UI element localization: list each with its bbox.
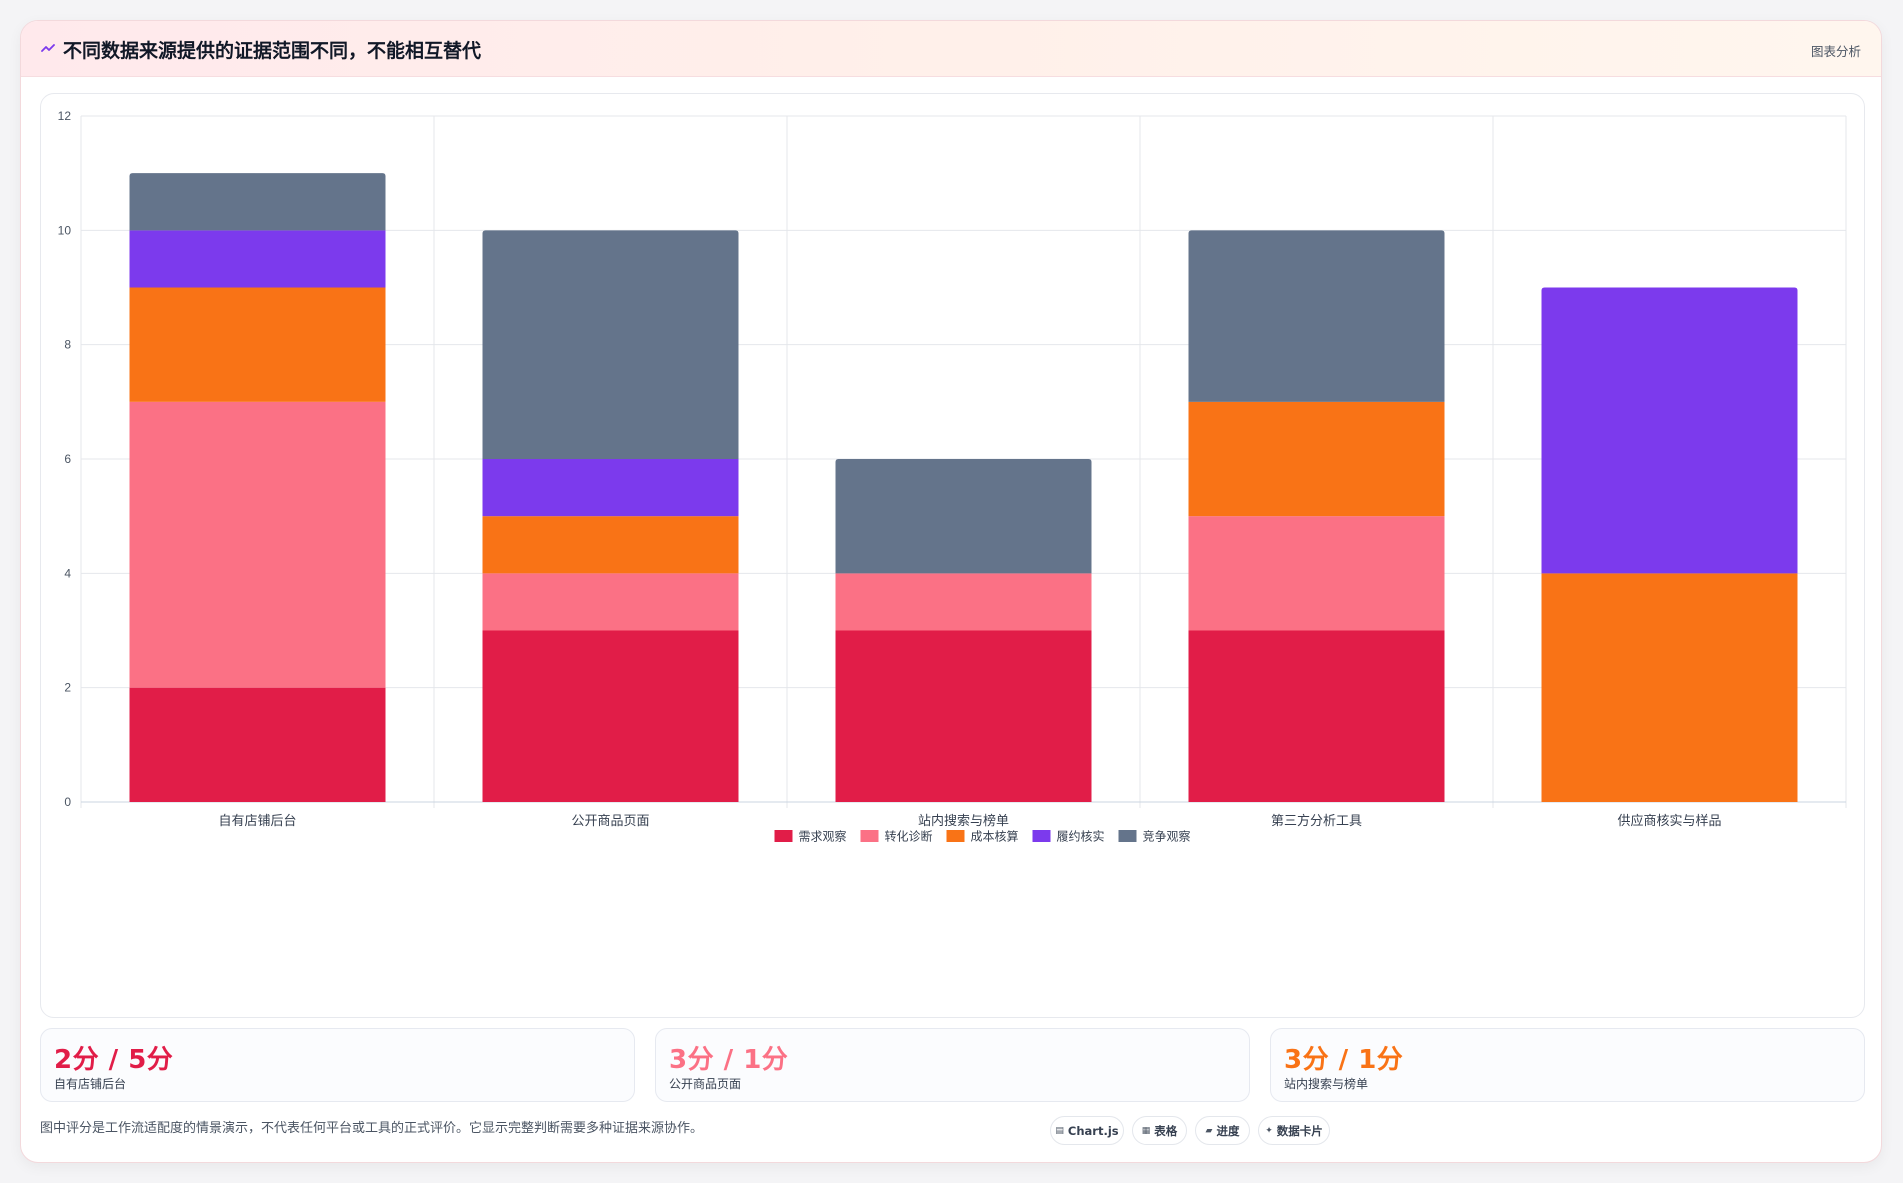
bar-segment bbox=[1188, 401, 1445, 517]
bar-segment bbox=[835, 573, 1092, 631]
legend-swatch bbox=[860, 830, 879, 842]
pill-label: 进度 bbox=[1216, 1123, 1240, 1138]
bar-segment bbox=[129, 173, 386, 231]
stat-value: 3分 / 1分 bbox=[1284, 1045, 1404, 1075]
chart-analysis-badge: 图表分析 bbox=[1810, 44, 1861, 59]
bar-segment bbox=[1188, 230, 1445, 402]
disclaimer-note: 图中评分是工作流适配度的情景演示，不代表任何平台或工具的正式评价。它显示完整判断… bbox=[40, 1121, 704, 1136]
stat-card: 2分 / 5分 自有店铺后台 bbox=[40, 1028, 635, 1102]
x-tick-label: 供应商核实与样品 bbox=[1617, 813, 1721, 828]
y-tick-label: 12 bbox=[58, 109, 72, 123]
y-tick-label: 10 bbox=[58, 223, 72, 237]
progress-icon: ▰ bbox=[1205, 1125, 1213, 1136]
legend-label: 竞争观察 bbox=[1143, 830, 1191, 844]
bar-segment bbox=[129, 401, 386, 688]
pill-data-card[interactable]: ✦ 数据卡片 bbox=[1258, 1116, 1330, 1145]
bar-segment bbox=[129, 287, 386, 402]
bar-segment bbox=[482, 630, 739, 802]
x-tick-label: 第三方分析工具 bbox=[1271, 813, 1362, 828]
chart-card: 不同数据来源提供的证据范围不同，不能相互替代 图表分析 0 2 4 6 8 10 12 自有店… bbox=[20, 20, 1882, 1163]
chart-icon: ▤ bbox=[1055, 1125, 1064, 1136]
stat-label: 站内搜索与榜单 bbox=[1284, 1077, 1369, 1091]
bar-segment bbox=[482, 459, 739, 517]
legend-swatch bbox=[1118, 830, 1137, 842]
sparkline-icon bbox=[41, 42, 57, 58]
y-tick-label: 6 bbox=[64, 452, 71, 466]
x-tick-label: 站内搜索与榜单 bbox=[918, 813, 1009, 828]
bar-segment bbox=[129, 687, 386, 802]
bar-segment bbox=[129, 230, 386, 288]
pill-progress[interactable]: ▰ 进度 bbox=[1195, 1116, 1250, 1145]
bar-segment bbox=[1188, 516, 1445, 631]
legend-swatch bbox=[774, 830, 793, 842]
stat-card: 3分 / 1分 公开商品页面 bbox=[655, 1028, 1250, 1102]
stat-cards: 2分 / 5分 自有店铺后台 3分 / 1分 公开商品页面 3分 / 1分 站内… bbox=[40, 1028, 1865, 1102]
bar-segment bbox=[482, 573, 739, 631]
legend-label: 需求观察 bbox=[799, 830, 847, 844]
card-header: 不同数据来源提供的证据范围不同，不能相互替代 图表分析 bbox=[21, 21, 1881, 77]
stat-value: 2分 / 5分 bbox=[54, 1045, 174, 1075]
bar-segment bbox=[1541, 573, 1798, 802]
y-tick-label: 4 bbox=[64, 566, 71, 580]
table-icon: ▦ bbox=[1141, 1125, 1151, 1136]
y-tick-label: 0 bbox=[64, 795, 71, 809]
chart-panel: 0 2 4 6 8 10 12 自有店铺后台 公开商品页面 站内搜索与榜单 第三方分析工具 供应商核实… bbox=[40, 93, 1865, 1018]
legend-label: 履约核实 bbox=[1057, 829, 1105, 844]
bar-segment bbox=[1541, 287, 1798, 574]
stat-label: 自有店铺后台 bbox=[54, 1077, 127, 1091]
bar-segment bbox=[482, 230, 739, 459]
x-tick-label: 自有店铺后台 bbox=[218, 813, 296, 828]
pill-label: 数据卡片 bbox=[1276, 1123, 1323, 1138]
bar-segment bbox=[1188, 630, 1445, 802]
stat-value: 3分 / 1分 bbox=[669, 1045, 789, 1075]
pill-label: Chart.js bbox=[1067, 1123, 1119, 1138]
y-tick-label: 8 bbox=[64, 338, 71, 352]
bar-segment bbox=[835, 459, 1092, 574]
legend-label: 转化诊断 bbox=[885, 829, 933, 844]
card-icon: ✦ bbox=[1265, 1125, 1273, 1136]
stacked-bar-chart: 0 2 4 6 8 10 12 自有店铺后台 公开商品页面 站内搜索与榜单 第三方分析工具 供应商核实… bbox=[58, 109, 1847, 844]
stat-card: 3分 / 1分 站内搜索与榜单 bbox=[1270, 1028, 1865, 1102]
y-tick-label: 2 bbox=[64, 681, 71, 695]
pill-table[interactable]: ▦ 表格 bbox=[1132, 1116, 1187, 1145]
bar-segment bbox=[835, 630, 1092, 802]
pill-chartjs[interactable]: ▤ Chart.js bbox=[1050, 1116, 1124, 1145]
stat-label: 公开商品页面 bbox=[669, 1077, 742, 1091]
x-tick-label: 公开商品页面 bbox=[571, 813, 649, 828]
legend-swatch bbox=[1032, 830, 1051, 842]
chart-title: 不同数据来源提供的证据范围不同，不能相互替代 bbox=[63, 40, 482, 62]
legend-swatch bbox=[946, 830, 965, 842]
legend-label: 成本核算 bbox=[971, 829, 1019, 844]
bar-segment bbox=[482, 516, 739, 574]
pill-label: 表格 bbox=[1154, 1123, 1178, 1138]
